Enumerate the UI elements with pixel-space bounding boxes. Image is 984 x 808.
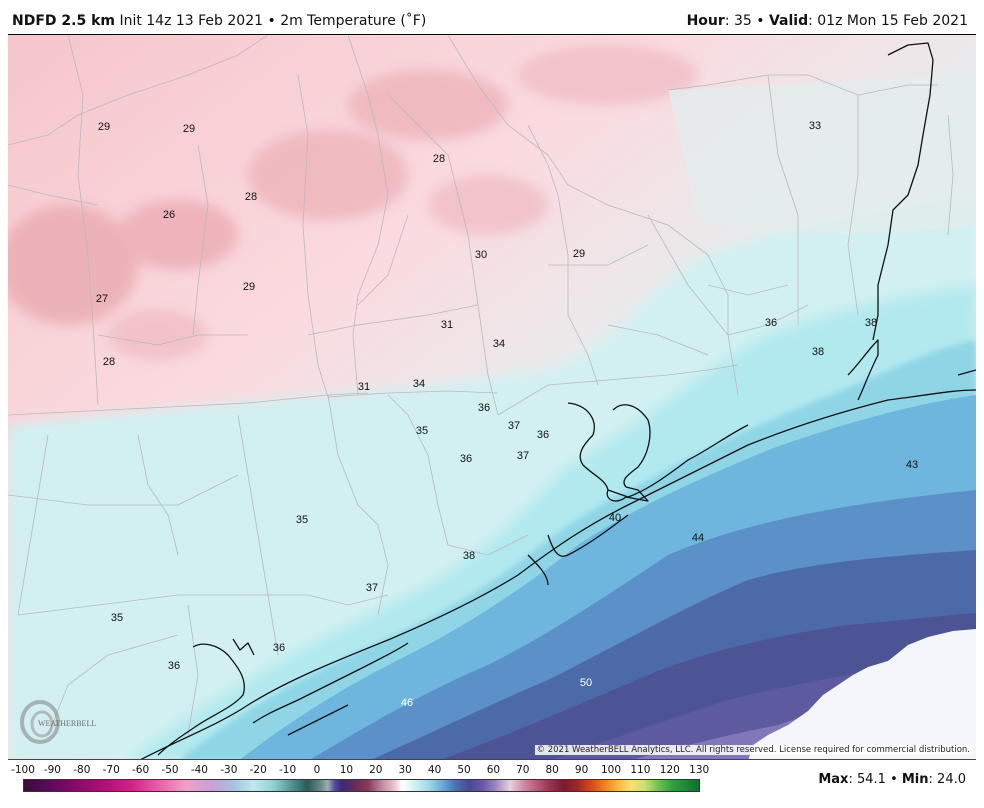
colorbar-tick: -60 [132, 764, 150, 776]
temp-label: 35 [296, 514, 308, 526]
temp-label: 36 [537, 429, 549, 441]
temp-label: 36 [460, 453, 472, 465]
copyright-notice: © 2021 WeatherBELL Analytics, LLC. All r… [534, 745, 972, 755]
colorbar-tick: 110 [630, 764, 651, 776]
colorbar-tick: -10 [279, 764, 297, 776]
temp-label: 50 [580, 677, 592, 689]
colorbar-tick: 90 [574, 764, 589, 776]
colorbar-tick: 60 [486, 764, 501, 776]
variable-name: 2m Temperature (˚F) [280, 13, 427, 29]
header-bullet-2: • [756, 13, 765, 29]
colorbar-tick: 120 [659, 764, 680, 776]
temp-label: 36 [765, 317, 777, 329]
temp-label: 30 [475, 249, 487, 261]
stats-bullet: • [890, 772, 898, 787]
min-label: Min [901, 772, 929, 787]
temperature-map: 29 29 28 33 26 28 30 29 27 29 31 36 38 3… [8, 34, 976, 760]
valid-value: : 01z Mon 15 Feb 2021 [808, 13, 968, 29]
colorbar-tick: -90 [43, 764, 61, 776]
max-value: : 54.1 [848, 772, 886, 787]
max-min-stats: Max: 54.1 • Min: 24.0 [818, 772, 966, 787]
colorbar-tick: 20 [369, 764, 383, 776]
northeast-zone [668, 75, 976, 234]
weatherbell-logo-icon: WEATHERBELL [20, 700, 96, 744]
temp-label: 37 [366, 582, 378, 594]
temp-label: 29 [183, 123, 195, 135]
temp-label: 28 [245, 191, 257, 203]
temp-label: 40 [609, 512, 621, 524]
header-title: NDFD 2.5 km Init 14z 13 Feb 2021 • 2m Te… [12, 13, 426, 29]
colorbar-tick: -80 [73, 764, 91, 776]
colorbar-tick: 100 [600, 764, 622, 776]
colorbar-tick: 40 [427, 764, 442, 776]
temp-label: 44 [692, 532, 704, 544]
temp-label: 33 [809, 120, 821, 132]
header-valid: Hour: 35 • Valid: 01z Mon 15 Feb 2021 [687, 13, 968, 29]
colorbar-tick: -30 [220, 764, 238, 776]
temp-label: 26 [163, 209, 175, 221]
hour-label: Hour [686, 13, 725, 29]
temp-label: 36 [478, 402, 490, 414]
min-value: : 24.0 [928, 772, 966, 787]
max-label: Max [818, 772, 849, 787]
header-bullet: • [267, 13, 276, 29]
county-lines [8, 35, 954, 736]
map-canvas: 29 29 28 33 26 28 30 29 27 29 31 36 38 3… [8, 35, 976, 759]
temp-label: 31 [441, 319, 453, 331]
temp-label: 28 [103, 356, 115, 368]
temp-label: 36 [273, 642, 285, 654]
colorbar-tick: -50 [161, 764, 179, 776]
temp-label: 31 [358, 381, 370, 393]
temp-label: 36 [168, 660, 180, 672]
colorbar-tick: 50 [457, 764, 471, 776]
colorbar-tick: 70 [516, 764, 530, 776]
temp-label: 34 [413, 378, 425, 390]
temp-label: 38 [865, 317, 877, 329]
temp-label: 38 [463, 550, 475, 562]
init-time: Init 14z 13 Feb 2021 [119, 13, 264, 29]
temp-label: 37 [508, 420, 520, 432]
colorbar-tick: 80 [545, 764, 559, 776]
temp-label: 46 [401, 697, 413, 709]
colorbar-tick-labels: -100 -90 -80 -70 -60 -50 -40 -30 -20 -10 0 10 20 30 40… [0, 764, 984, 778]
hour-value: : 35 [724, 13, 752, 29]
temp-label: 28 [433, 153, 445, 165]
colorbar-tick: 30 [398, 764, 412, 776]
temp-label: 37 [517, 450, 529, 462]
temp-label: 34 [493, 338, 505, 350]
colorbar-tick: 10 [339, 764, 354, 776]
temp-label: 35 [416, 425, 428, 437]
model-name: NDFD 2.5 km [12, 13, 115, 29]
temp-label: 27 [96, 293, 108, 305]
valid-label: Valid [768, 13, 809, 29]
colorbar-tick: 130 [689, 764, 710, 776]
temp-label: 29 [573, 248, 585, 260]
colorbar-tick: -100 [11, 764, 35, 776]
logo-text: WEATHERBELL [38, 719, 96, 728]
colorbar-tick: -20 [249, 764, 267, 776]
temp-label: 29 [98, 121, 110, 133]
no-data-region [748, 629, 976, 759]
temp-label: 38 [812, 346, 824, 358]
temperature-colorbar [23, 779, 700, 792]
coastline [140, 42, 976, 759]
temp-label: 43 [906, 459, 918, 471]
temp-label: 29 [243, 281, 255, 293]
temperature-labels: 29 29 28 33 26 28 30 29 27 29 31 36 38 3… [96, 120, 918, 709]
cold-air-blobs [8, 45, 698, 360]
colorbar-tick: -70 [102, 764, 120, 776]
map-header: NDFD 2.5 km Init 14z 13 Feb 2021 • 2m Te… [0, 0, 984, 34]
temp-label: 35 [111, 612, 123, 624]
colorbar-tick: -40 [190, 764, 208, 776]
colorbar-tick: 0 [313, 764, 321, 776]
